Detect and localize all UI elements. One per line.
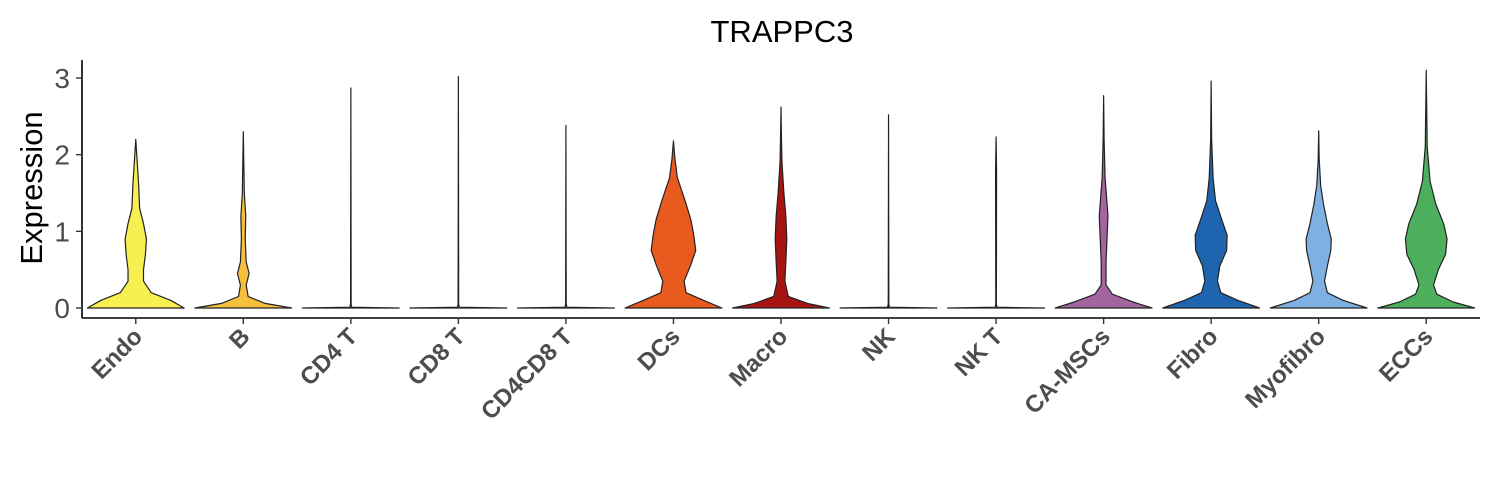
violin-endo	[86, 138, 185, 309]
violin-b	[194, 131, 293, 309]
violin-dcs	[624, 140, 723, 309]
x-tick-label-macro: Macro	[724, 323, 793, 392]
x-tick-label-nk-t: NK T	[950, 323, 1009, 382]
y-tick-label: 2	[54, 140, 70, 171]
violin-nk	[839, 114, 938, 309]
violins-group	[86, 69, 1476, 309]
y-tick-label: 0	[54, 293, 70, 324]
x-tick-label-myofibro: Myofibro	[1240, 323, 1331, 414]
x-tick-label-fibro: Fibro	[1162, 323, 1224, 385]
x-tick-label-endo: Endo	[87, 323, 149, 385]
violin-cd4-t	[301, 87, 400, 309]
x-tick-label-nk: NK	[857, 323, 901, 367]
y-tick-label: 1	[54, 216, 70, 247]
violin-cd8-t	[409, 75, 508, 309]
y-tick-label: 3	[54, 63, 70, 94]
x-tick-label-cd8-t: CD8 T	[403, 323, 471, 391]
x-tick-label-eccs: ECCs	[1374, 323, 1438, 387]
violin-myofibro	[1269, 130, 1368, 309]
x-tick-label-dcs: DCs	[633, 323, 686, 376]
axes-group: 0 1 2 3 Endo B CD4 T CD8 T CD4CD8 T DCs Macro NK NK …	[54, 60, 1480, 425]
violin-macro	[732, 106, 830, 309]
violin-nk-t	[947, 136, 1046, 309]
x-tick-label-cd4cd8-t: CD4CD8 T	[476, 323, 578, 425]
x-tick-label-ca-mscs: CA-MSCs	[1019, 323, 1115, 419]
violin-fibro	[1162, 80, 1261, 309]
violin-cd4cd8-t	[516, 124, 615, 309]
y-axis-label: Expression	[14, 111, 49, 264]
chart-title: TRAPPC3	[711, 14, 854, 49]
violin-ca-mscs	[1054, 95, 1153, 309]
x-tick-label-cd4-t: CD4 T	[295, 323, 363, 391]
x-tick-label-b: B	[224, 323, 255, 354]
violin-eccs	[1377, 69, 1476, 309]
